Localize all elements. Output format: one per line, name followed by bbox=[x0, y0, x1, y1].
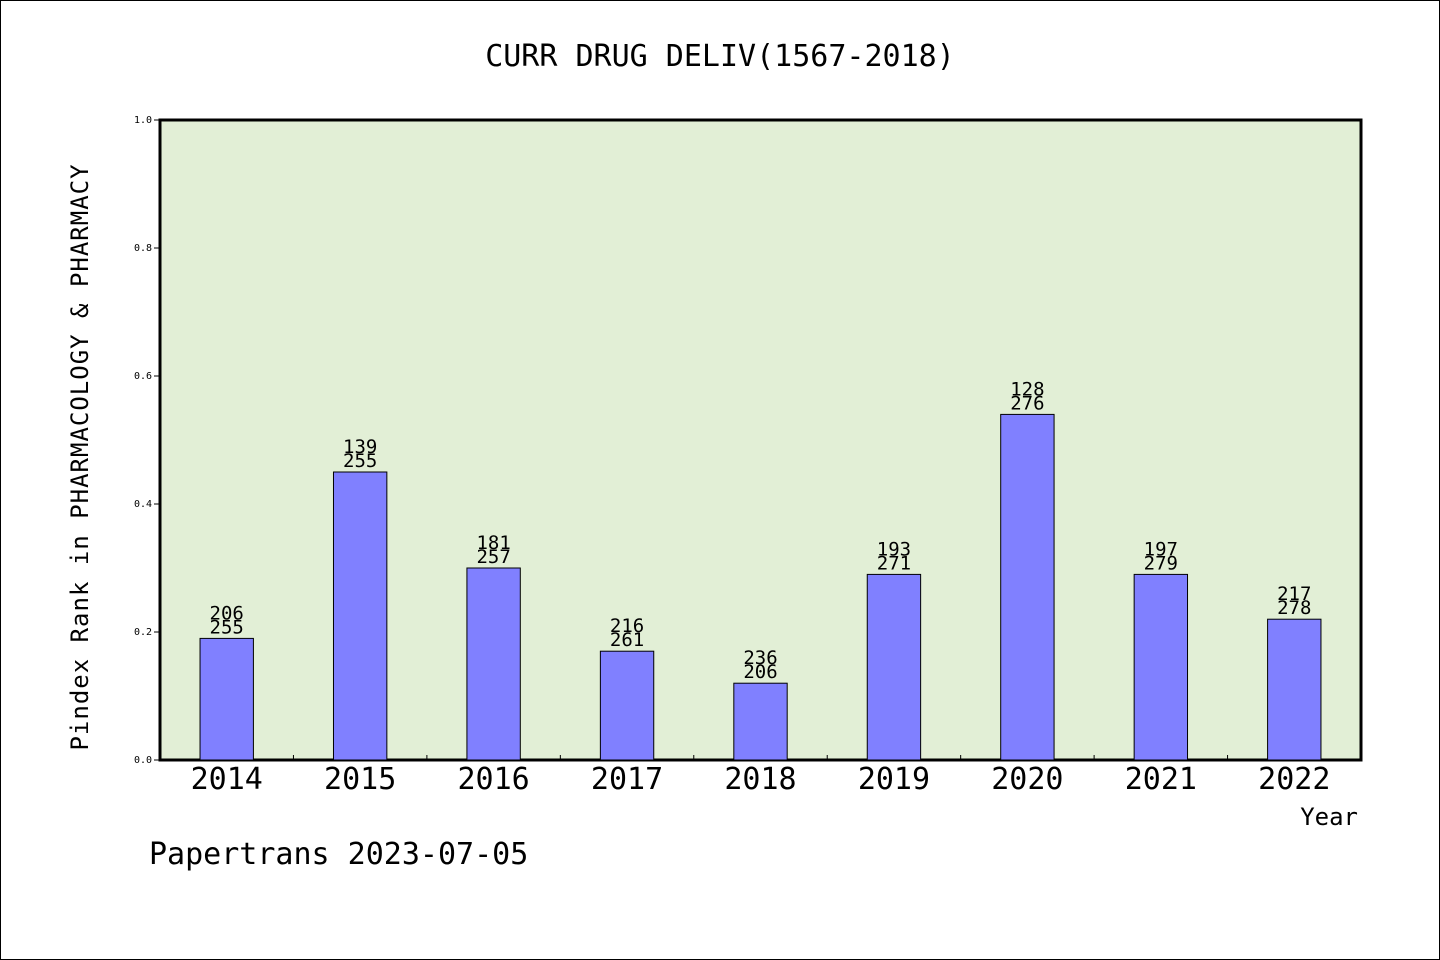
bar-label-bottom: 276 bbox=[1010, 392, 1044, 414]
y-tick-label: 0.0 bbox=[134, 755, 152, 766]
bar-label-top: 197 bbox=[1144, 538, 1178, 560]
bar-label-top: 217 bbox=[1277, 583, 1311, 605]
x-tick-label: 2019 bbox=[858, 762, 930, 797]
bar-label-bottom: 257 bbox=[476, 546, 510, 568]
x-axis-label: Year bbox=[1300, 803, 1358, 831]
y-axis-label: Pindex Rank in PHARMACOLOGY & PHARMACY bbox=[66, 163, 94, 750]
bar-2016 bbox=[466, 567, 521, 761]
bar-label-top: 181 bbox=[476, 532, 510, 554]
bar-label-bottom: 255 bbox=[343, 450, 377, 472]
x-tick-label: 2021 bbox=[1125, 762, 1197, 797]
bar-label-bottom: 206 bbox=[743, 661, 777, 683]
bar-labels-group: 2062551392551812572162612362061932711282… bbox=[210, 378, 1312, 683]
bar-label-top: 236 bbox=[743, 647, 777, 669]
bar-label-bottom: 255 bbox=[210, 616, 244, 638]
bar-2015 bbox=[332, 471, 388, 761]
bar-label-bottom: 261 bbox=[610, 629, 644, 651]
chart-title: CURR DRUG DELIV(1567-2018) bbox=[485, 39, 955, 74]
y-tick-label: 0.6 bbox=[134, 371, 152, 382]
bar-label-top: 139 bbox=[343, 436, 377, 458]
footer-credit: Papertrans 2023-07-05 bbox=[149, 837, 528, 872]
x-tick-label: 2022 bbox=[1258, 762, 1330, 797]
y-tick-label: 1.0 bbox=[134, 115, 152, 126]
bar-2018 bbox=[733, 682, 788, 761]
x-axis: 2014 2015 2016 2017 2018 2019 2020 2021 2022 bbox=[191, 755, 1330, 797]
bars-group bbox=[199, 413, 1322, 761]
x-tick-label: 2020 bbox=[991, 762, 1063, 797]
bar-2021 bbox=[1133, 573, 1189, 761]
bar-label-top: 206 bbox=[210, 602, 244, 624]
x-tick-label: 2014 bbox=[191, 762, 263, 797]
bar-2019 bbox=[866, 573, 922, 761]
bar-2014 bbox=[199, 637, 254, 761]
bar-2022 bbox=[1267, 618, 1322, 761]
bar-label-bottom: 278 bbox=[1277, 597, 1311, 619]
bar-2020 bbox=[1000, 413, 1055, 761]
x-tick-label: 2017 bbox=[591, 762, 663, 797]
bar-2017 bbox=[599, 650, 655, 761]
y-tick-label: 0.4 bbox=[134, 499, 152, 510]
bar-label-top: 216 bbox=[610, 615, 644, 637]
x-tick-label: 2015 bbox=[324, 762, 396, 797]
bar-label-top: 193 bbox=[877, 538, 911, 560]
bar-label-bottom: 279 bbox=[1144, 552, 1178, 574]
x-tick-label: 2016 bbox=[457, 762, 529, 797]
bar-label-top: 128 bbox=[1010, 378, 1044, 400]
bar-label-bottom: 271 bbox=[877, 552, 911, 574]
x-tick-label: 2018 bbox=[724, 762, 796, 797]
y-tick-label: 0.2 bbox=[134, 627, 152, 638]
y-axis: 0.0 0.2 0.4 0.6 0.8 1.0 bbox=[134, 115, 160, 766]
y-tick-label: 0.8 bbox=[134, 243, 152, 254]
